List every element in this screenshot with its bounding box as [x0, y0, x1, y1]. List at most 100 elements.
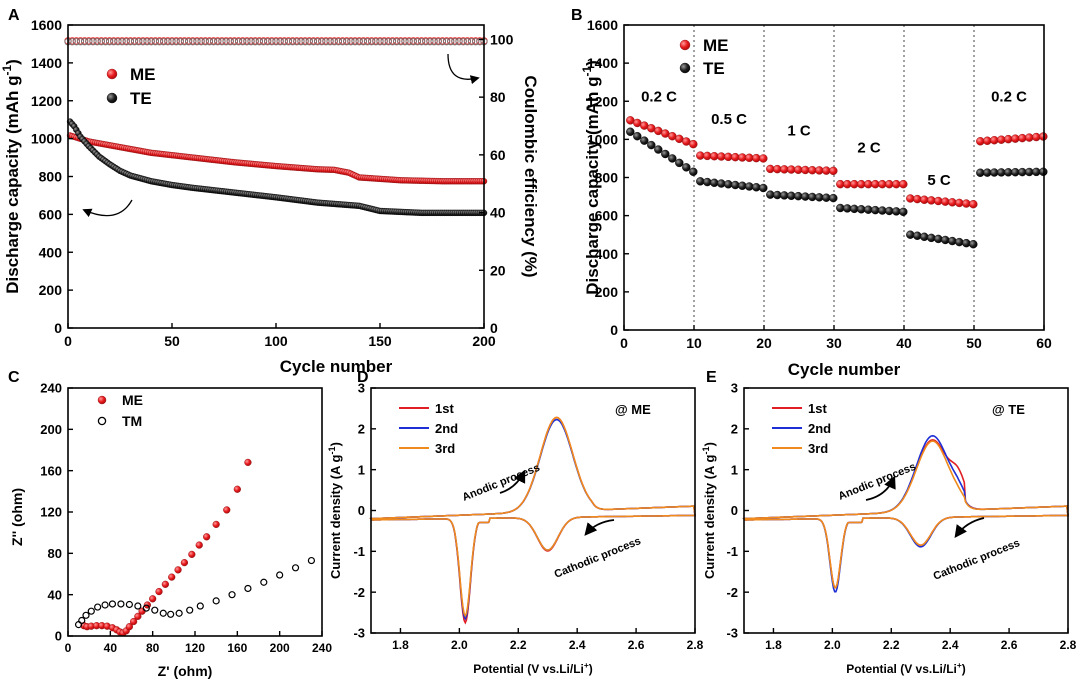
eis-point-tm: [108, 600, 117, 608]
rate-point-te: [696, 177, 705, 186]
legend-label-3rd: 3rd: [435, 441, 455, 456]
panel-a-right-ytick-label: 80: [490, 89, 506, 105]
rate-point-me: [633, 118, 642, 128]
condition-tag: @ TE: [992, 402, 1025, 417]
rate-point-me: [976, 137, 985, 146]
rate-point-te: [913, 231, 922, 240]
efficiency-point-TE: [438, 38, 447, 46]
eis-point-me: [203, 533, 211, 541]
rate-point-me: [759, 154, 768, 163]
panel-b-xlabel: Cycle number: [788, 360, 901, 379]
panel-d-frame: [370, 387, 696, 634]
rate-label: 2 C: [857, 140, 881, 157]
eis-point-me: [134, 612, 142, 620]
rate-point-te: [710, 178, 719, 187]
panel-a-ytick-label: 600: [39, 206, 63, 222]
legend-label-2nd: 2nd: [808, 421, 831, 436]
rate-point-te: [969, 240, 978, 249]
efficiency-point-TE: [388, 38, 397, 46]
rate-point-te: [1032, 167, 1041, 177]
efficiency-point-TE: [338, 38, 347, 46]
panel-c-xtick-label: 0: [65, 641, 72, 655]
legend-marker-me: [679, 39, 691, 51]
panel-label: C: [8, 369, 20, 386]
rate-point-te: [801, 192, 810, 201]
panel-c-xtick-label: 40: [104, 641, 118, 655]
rate-point-me: [871, 179, 880, 189]
rate-point-me: [647, 124, 656, 133]
efficiency-point-TE: [259, 38, 268, 46]
efficiency-point-TE: [451, 38, 459, 46]
panel-a-ytick-label: 400: [39, 244, 63, 260]
rate-point-me: [955, 198, 964, 208]
rate-point-te: [647, 140, 656, 150]
rate-point-me: [710, 152, 719, 161]
rate-point-me: [850, 179, 859, 189]
rate-point-te: [703, 177, 712, 187]
panel-a-right-ytick-label: 60: [490, 147, 506, 163]
rate-point-te: [759, 183, 768, 193]
rate-point-me: [1025, 133, 1034, 142]
legend-marker-tm: [97, 416, 107, 426]
panel-b-xtick-label: 10: [686, 335, 702, 351]
efficiency-point-TE: [380, 38, 388, 46]
legend-label-te: TE: [703, 59, 725, 78]
rate-point-te: [920, 232, 929, 242]
efficiency-point-TE: [355, 38, 363, 46]
efficiency-point-TE: [318, 38, 326, 46]
eis-point-me: [223, 506, 231, 514]
rate-point-te: [990, 168, 999, 177]
rate-point-me: [969, 199, 978, 209]
rate-point-me: [801, 165, 810, 175]
panel-c-ytick-label: 40: [48, 587, 62, 602]
rate-point-te: [1025, 167, 1034, 177]
eis-point-tm: [291, 564, 300, 572]
rate-point-me: [724, 152, 733, 162]
efficiency-point-TE: [147, 38, 155, 46]
eis-point-tm: [151, 606, 159, 614]
rate-point-me: [787, 165, 796, 174]
anodic-arrow: [499, 469, 526, 494]
efficiency-point-TE: [472, 38, 480, 46]
legend-label-1st: 1st: [808, 401, 827, 416]
panel-label: D: [357, 369, 369, 386]
rate-point-me: [829, 166, 838, 176]
panel-d-xtick-label: 2.0: [451, 638, 468, 652]
panel-d-xtick-label: 2.4: [569, 638, 586, 652]
efficiency-point-TE: [155, 38, 164, 46]
rate-point-me: [815, 166, 824, 175]
efficiency-point-TE: [189, 38, 197, 46]
rate-point-me: [738, 153, 747, 162]
eis-point-tm: [159, 609, 167, 617]
rate-point-me: [731, 152, 740, 162]
eis-point-me: [180, 559, 189, 567]
efficiency-point-TE: [164, 38, 172, 46]
efficiency-point-TE: [272, 38, 280, 46]
eis-point-tm: [125, 600, 133, 609]
panel-b-ytick-label: 1000: [587, 131, 618, 147]
cathodic-annotation: Cathodic process: [932, 537, 1022, 583]
eis-point-tm: [167, 610, 175, 618]
efficiency-point-TE: [193, 38, 201, 46]
panel-b-ytick-label: 200: [595, 284, 619, 300]
efficiency-point-TE: [463, 38, 472, 46]
panel-a-xtick-label: 50: [164, 333, 180, 349]
rate-point-me: [682, 137, 691, 146]
panel-c-ylabel: Z'' (ohm): [9, 488, 25, 546]
rate-point-me: [1032, 132, 1041, 142]
rate-point-te: [983, 168, 992, 177]
legend-marker-me: [97, 395, 107, 405]
rate-point-me: [864, 179, 873, 189]
eis-point-tm: [260, 578, 268, 586]
efficiency-point-TE: [197, 38, 205, 46]
efficiency-point-TE: [322, 38, 330, 46]
panel-c-ytick-label: 0: [55, 629, 62, 644]
rate-point-me: [689, 139, 698, 149]
efficiency-point-TE: [72, 38, 80, 46]
panel-a-ytick-label: 1000: [31, 131, 62, 147]
efficiency-point-TE: [430, 38, 438, 46]
chart-layer: A0 50 100 150 200020040060080010001200140016…: [0, 7, 1077, 679]
eis-point-me: [161, 580, 169, 588]
efficiency-point-TE: [180, 38, 189, 46]
eis-point-me: [125, 623, 133, 631]
